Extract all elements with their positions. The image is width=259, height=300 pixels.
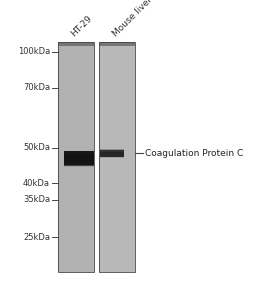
Bar xyxy=(100,149,124,157)
Bar xyxy=(99,42,135,272)
Bar xyxy=(64,151,94,165)
Bar xyxy=(99,42,135,272)
Bar xyxy=(64,158,94,166)
Text: 50kDa: 50kDa xyxy=(23,143,50,152)
Text: 40kDa: 40kDa xyxy=(23,178,50,188)
Bar xyxy=(100,152,124,157)
Bar xyxy=(100,149,124,154)
Text: 35kDa: 35kDa xyxy=(23,196,50,205)
Bar xyxy=(64,161,94,167)
Bar xyxy=(99,42,135,46)
Text: Mouse liver: Mouse liver xyxy=(111,0,154,38)
Bar xyxy=(64,151,94,158)
Bar xyxy=(64,151,94,161)
Bar xyxy=(58,42,94,272)
Bar xyxy=(64,154,94,166)
Text: 70kDa: 70kDa xyxy=(23,83,50,92)
Text: Coagulation Protein C: Coagulation Protein C xyxy=(145,148,243,158)
Bar xyxy=(100,154,124,158)
Text: HT-29: HT-29 xyxy=(70,13,94,38)
Bar xyxy=(58,42,94,46)
Bar xyxy=(58,42,94,272)
Text: 25kDa: 25kDa xyxy=(23,232,50,242)
Text: 100kDa: 100kDa xyxy=(18,47,50,56)
